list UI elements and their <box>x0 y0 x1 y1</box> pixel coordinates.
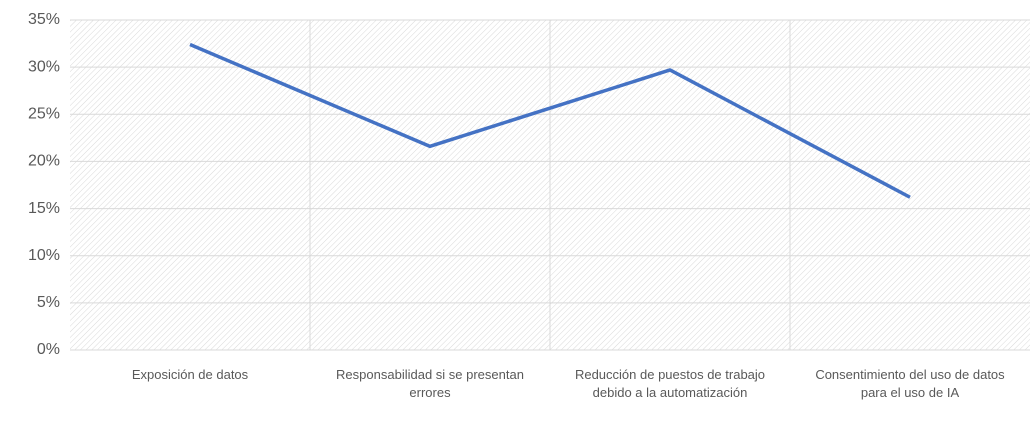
y-tick-label: 5% <box>37 294 60 311</box>
y-tick-label: 30% <box>28 58 60 75</box>
y-tick-label: 15% <box>28 200 60 217</box>
y-tick-label: 20% <box>28 153 60 170</box>
y-tick-label: 25% <box>28 106 60 123</box>
y-tick-label: 35% <box>28 11 60 28</box>
x-tick-label: Reducción de puestos de trabajo debido a… <box>574 367 766 400</box>
line-series <box>189 42 911 199</box>
x-tick-label: Responsabilidad si se presentan errores <box>336 367 524 400</box>
x-tick-label: Exposición de datos <box>131 367 249 382</box>
x-tick-label: Consentimiento del uso de datos para el … <box>815 367 1005 400</box>
y-tick-label: 10% <box>28 247 60 264</box>
y-tick-label: 0% <box>37 341 60 358</box>
